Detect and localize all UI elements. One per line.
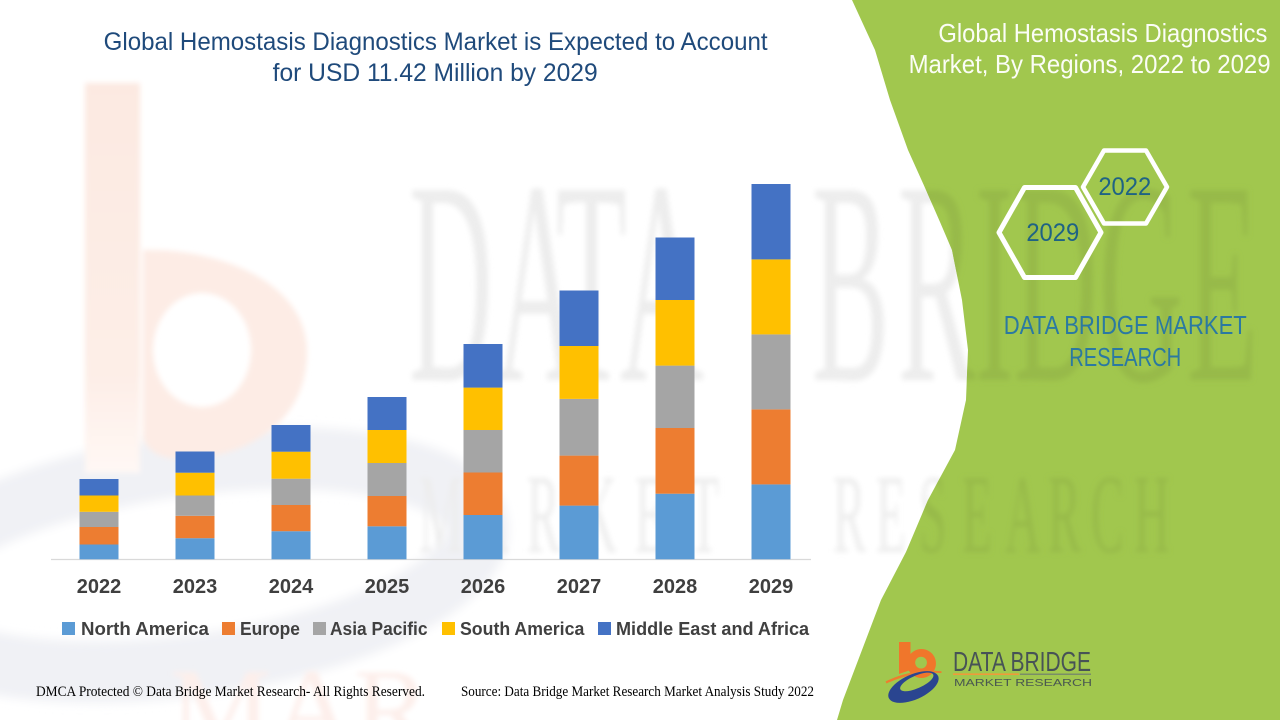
svg-text:DATA BRIDGE: DATA BRIDGE: [953, 646, 1091, 677]
svg-text:MAR: MAR: [170, 646, 430, 720]
svg-text:MARKET RESEARCH: MARKET RESEARCH: [954, 677, 1092, 689]
